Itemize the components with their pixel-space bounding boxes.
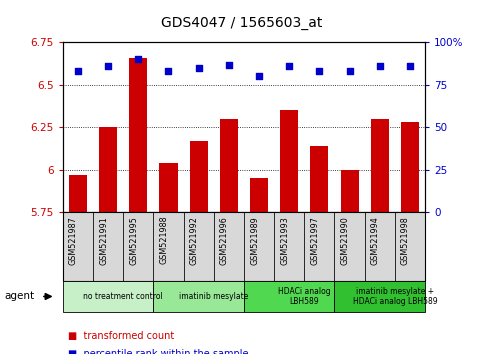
Point bbox=[285, 63, 293, 69]
Text: ■  percentile rank within the sample: ■ percentile rank within the sample bbox=[68, 349, 248, 354]
Bar bbox=[63, 281, 154, 312]
Bar bbox=[154, 212, 184, 281]
Bar bbox=[123, 212, 154, 281]
Bar bbox=[401, 122, 419, 212]
Bar bbox=[244, 212, 274, 281]
Point bbox=[255, 74, 263, 79]
Text: imatinib mesylate +
HDACi analog LBH589: imatinib mesylate + HDACi analog LBH589 bbox=[353, 287, 437, 306]
Point bbox=[134, 57, 142, 62]
Bar bbox=[159, 163, 178, 212]
Text: GDS4047 / 1565603_at: GDS4047 / 1565603_at bbox=[161, 16, 322, 30]
Text: GSM521994: GSM521994 bbox=[371, 216, 380, 264]
Text: GSM521993: GSM521993 bbox=[280, 216, 289, 264]
Text: GSM521997: GSM521997 bbox=[311, 216, 319, 265]
Bar bbox=[99, 127, 117, 212]
Text: GSM521989: GSM521989 bbox=[250, 216, 259, 264]
Point bbox=[406, 63, 414, 69]
Bar bbox=[274, 212, 304, 281]
Text: GSM521988: GSM521988 bbox=[159, 216, 169, 264]
Text: GSM521991: GSM521991 bbox=[99, 216, 108, 264]
Point bbox=[195, 65, 202, 71]
Bar bbox=[154, 281, 244, 312]
Bar bbox=[69, 175, 87, 212]
Bar bbox=[189, 141, 208, 212]
Bar bbox=[280, 110, 298, 212]
Text: imatinib mesylate: imatinib mesylate bbox=[179, 292, 248, 301]
Text: GSM521990: GSM521990 bbox=[341, 216, 350, 264]
Bar bbox=[250, 178, 268, 212]
Point bbox=[346, 69, 354, 74]
Bar bbox=[304, 212, 334, 281]
Bar bbox=[213, 212, 244, 281]
Bar bbox=[341, 170, 358, 212]
Text: GSM521987: GSM521987 bbox=[69, 216, 78, 264]
Point bbox=[74, 69, 82, 74]
Point bbox=[376, 63, 384, 69]
Bar bbox=[244, 281, 334, 312]
Bar bbox=[220, 119, 238, 212]
Bar bbox=[365, 212, 395, 281]
Text: HDACi analog
LBH589: HDACi analog LBH589 bbox=[278, 287, 330, 306]
Text: agent: agent bbox=[5, 291, 35, 302]
Bar bbox=[395, 212, 425, 281]
Point bbox=[165, 69, 172, 74]
Bar bbox=[63, 212, 93, 281]
Text: ■  transformed count: ■ transformed count bbox=[68, 331, 174, 341]
Text: GSM521998: GSM521998 bbox=[401, 216, 410, 264]
Point bbox=[104, 63, 112, 69]
Bar bbox=[371, 119, 389, 212]
Text: GSM521992: GSM521992 bbox=[190, 216, 199, 265]
Point bbox=[315, 69, 323, 74]
Bar bbox=[311, 146, 328, 212]
Point bbox=[225, 62, 233, 67]
Bar bbox=[129, 58, 147, 212]
Bar bbox=[334, 281, 425, 312]
Text: no treatment control: no treatment control bbox=[83, 292, 163, 301]
Text: GSM521995: GSM521995 bbox=[129, 216, 138, 265]
Text: GSM521996: GSM521996 bbox=[220, 216, 229, 264]
Bar bbox=[184, 212, 213, 281]
Bar bbox=[93, 212, 123, 281]
Bar bbox=[334, 212, 365, 281]
